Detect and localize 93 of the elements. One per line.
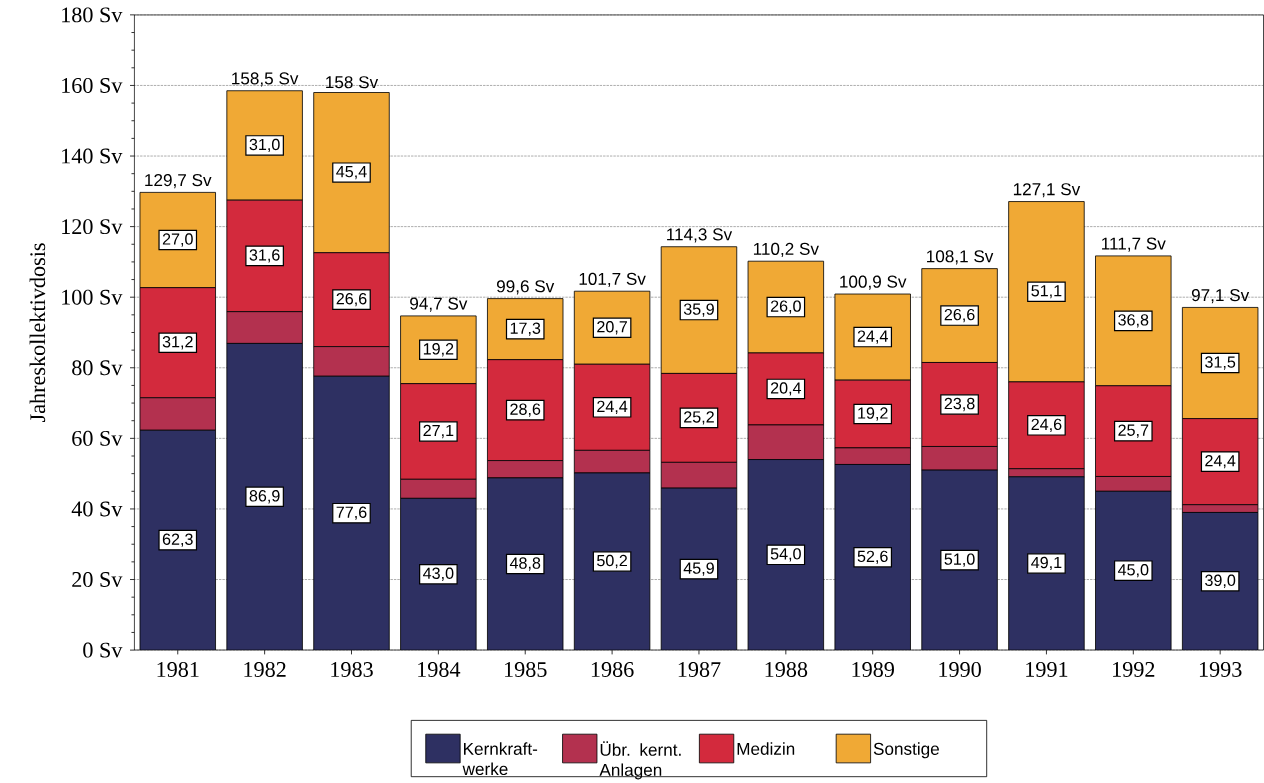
data-label: 20,4: [770, 382, 802, 396]
data-label: 26,6: [336, 292, 367, 307]
bar: [574, 472, 650, 651]
total-label: 97,1 Sv: [1191, 288, 1250, 304]
data-label: 26,6: [944, 308, 975, 323]
y-tick-label: 140 Sv: [62, 148, 123, 164]
bar: [313, 376, 390, 651]
total-label: 108,1 Sv: [927, 250, 994, 265]
x-tick-label: 1992: [1113, 661, 1155, 677]
total-label: 129,7 Sv: [145, 173, 212, 189]
data-label: 31,0: [249, 138, 280, 153]
data-label: 24,6: [1031, 418, 1062, 432]
y-tick-label: 40 Sv: [71, 501, 123, 517]
data-label: 36,8: [1118, 314, 1149, 328]
data-label: 24,4: [597, 400, 628, 414]
data-label: 31,6: [249, 249, 280, 263]
bar: [139, 430, 216, 651]
y-tick-label: 20 Sv: [72, 571, 123, 587]
data-label: 39,0: [1205, 574, 1236, 588]
total-label: 99,6 Sv: [496, 280, 555, 295]
data-label: 45,4: [336, 165, 367, 180]
total-label: 114,3 Sv: [667, 228, 733, 243]
data-label: 51,0: [944, 553, 975, 567]
data-label: 19,2: [423, 343, 454, 357]
total-label: 111,7 Sv: [1102, 237, 1166, 252]
x-tick-label: 1993: [1199, 661, 1242, 677]
bar: [1095, 491, 1172, 651]
data-label: 17,3: [510, 322, 541, 336]
total-label: 127,1 Sv: [1013, 183, 1081, 198]
x-tick-label: 1981: [157, 661, 199, 677]
x-tick-label: 1990: [939, 661, 981, 677]
bar: [400, 498, 477, 651]
x-tick-label: 1986: [591, 661, 634, 677]
data-label: 23,8: [944, 397, 975, 412]
total-label: 110,2 Sv: [753, 242, 819, 257]
y-tick-label: 0 Sv: [83, 642, 123, 658]
data-label: 62,3: [162, 533, 193, 547]
y-tick-label: 60 Sv: [72, 430, 123, 446]
x-tick-label: 1988: [765, 661, 808, 677]
total-label: 100,9 Sv: [840, 275, 907, 290]
y-tick-label: 160 Sv: [62, 77, 123, 93]
data-label: 25,2: [684, 411, 714, 425]
bar: [834, 464, 911, 651]
data-label: 19,2: [858, 407, 888, 421]
data-label: 35,9: [683, 303, 714, 317]
data-label: 24,4: [1205, 454, 1236, 469]
legend-label: Sonstige: [873, 742, 939, 759]
y-tick-label: 180 Sv: [62, 7, 123, 23]
y-axis-title: Jahreskollektivdosis: [29, 243, 46, 422]
total-label: 94,7 Sv: [410, 297, 468, 312]
x-tick-label: 1983: [331, 661, 373, 677]
data-label: 25,7: [1118, 424, 1149, 438]
bar: [748, 459, 824, 651]
data-label: 26,0: [770, 300, 801, 314]
data-label: 45,9: [683, 562, 714, 576]
x-tick-label: 1985: [504, 661, 547, 677]
legend-label: Kernkraft-werke: [462, 742, 538, 776]
bar: [1008, 476, 1085, 651]
bar: [921, 470, 998, 651]
bar: [487, 477, 564, 651]
data-label: 45,0: [1117, 563, 1149, 578]
data-label: 54,0: [770, 548, 801, 562]
x-tick-label: 1984: [418, 661, 461, 677]
total-label: 158,5 Sv: [232, 72, 299, 87]
bar: [661, 488, 737, 651]
legend-label: Übr. kernt. Anlagen: [599, 741, 681, 780]
data-label: 86,9: [249, 490, 280, 504]
data-label: 28,6: [510, 403, 541, 417]
total-label: 101,7 Sv: [579, 272, 646, 287]
data-label: 51,1: [1031, 285, 1062, 299]
x-tick-label: 1982: [244, 661, 286, 677]
y-tick-label: 120 Sv: [62, 219, 123, 235]
data-label: 20,7: [597, 321, 627, 335]
data-label: 27,0: [162, 233, 193, 247]
y-tick-label: 80 Sv: [72, 360, 123, 376]
data-label: 49,1: [1031, 556, 1062, 571]
data-label: 24,4: [857, 330, 888, 344]
data-label: 52,6: [857, 550, 888, 564]
x-tick-label: 1991: [1026, 661, 1068, 677]
data-label: 31,5: [1205, 356, 1236, 370]
data-label: 31,2: [162, 336, 193, 350]
y-tick-label: 100 Sv: [62, 289, 123, 305]
x-tick-label: 1989: [852, 661, 894, 677]
legend-label: Medizin: [737, 742, 795, 755]
bar: [226, 343, 303, 651]
data-label: 27,1: [423, 424, 454, 439]
data-label: 50,2: [597, 554, 627, 569]
bar: [1181, 512, 1259, 651]
data-label: 48,8: [509, 557, 541, 571]
data-label: 77,6: [336, 506, 367, 520]
x-tick-label: 1987: [678, 661, 721, 677]
data-label: 43,0: [423, 567, 454, 581]
total-label: 158 Sv: [326, 76, 379, 89]
